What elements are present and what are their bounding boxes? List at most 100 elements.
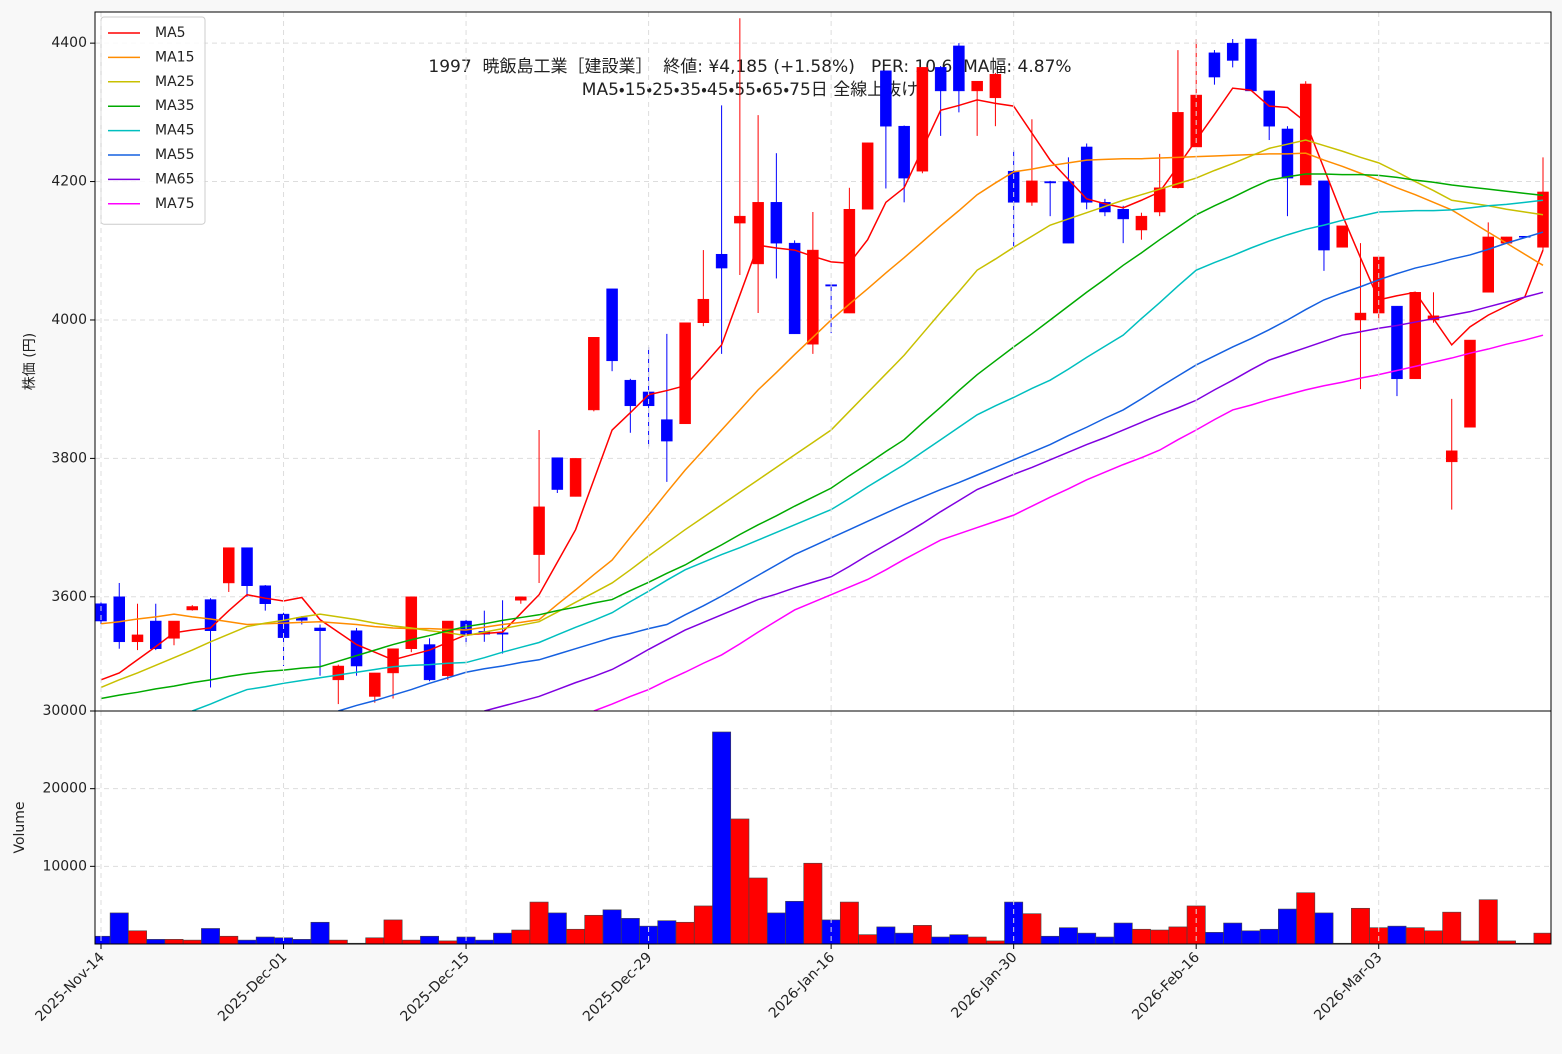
candle-body: [1135, 215, 1148, 231]
y-tick-label: 4200: [51, 174, 87, 190]
candle-body: [1172, 112, 1184, 189]
volume-bar: [1113, 922, 1133, 944]
volume-bar: [511, 929, 531, 944]
legend-label: MA75: [155, 196, 194, 212]
candle-body: [807, 249, 819, 345]
candle-body: [1226, 42, 1239, 61]
volume-frame: [94, 710, 1552, 945]
y-tick-label: 10000: [42, 858, 87, 874]
candle-body: [369, 672, 381, 697]
candle-body: [423, 644, 436, 681]
candle-body: [770, 202, 783, 244]
volume-bar: [766, 912, 786, 944]
volume-bar: [255, 936, 275, 944]
ma-line: [192, 199, 1544, 711]
candle-body: [734, 215, 746, 224]
volume-bar: [748, 877, 768, 944]
legend-label: MA35: [155, 98, 194, 114]
volume-bar: [237, 939, 257, 944]
volume-bar: [730, 818, 750, 944]
y-tick-label: 3600: [51, 589, 87, 605]
volume-bar: [1387, 925, 1407, 944]
y-tick-label: 20000: [42, 781, 87, 797]
candle-body: [934, 67, 947, 92]
volume-bar: [1132, 928, 1151, 944]
candle-body: [442, 620, 454, 676]
volume-bar: [365, 937, 385, 944]
volume-bar: [1150, 929, 1170, 944]
candle-body: [551, 457, 564, 490]
ma-lines: [100, 87, 1544, 711]
candle-body: [606, 288, 618, 362]
candle-body: [1464, 339, 1476, 428]
candle-body: [1445, 450, 1458, 463]
legend-label: MA45: [155, 123, 194, 139]
candle-body: [1354, 312, 1367, 321]
ma-line: [338, 231, 1544, 711]
y-tick-label: 3800: [51, 450, 87, 466]
candle-body: [332, 665, 345, 681]
volume-bar: [803, 862, 823, 944]
volume-bar: [967, 936, 987, 944]
volume-bar: [657, 920, 677, 944]
legend-label: MA5: [155, 25, 186, 41]
volume-bar: [712, 731, 732, 944]
volume-bar: [1077, 932, 1097, 944]
volume-bar: [858, 934, 878, 944]
candle-body: [241, 547, 253, 586]
volume-bar: [912, 925, 932, 944]
volume-bar: [949, 934, 969, 944]
candle-body: [1153, 187, 1166, 213]
candle-body: [715, 253, 728, 269]
candle-body: [204, 599, 217, 631]
volume-bar: [1040, 935, 1060, 944]
volume-bar: [1442, 911, 1462, 944]
volume-bar: [1241, 930, 1261, 944]
candle-body: [916, 67, 929, 172]
legend-box: [100, 16, 206, 225]
candle-body: [387, 648, 399, 674]
candle-body: [1208, 52, 1221, 78]
volume-plot-area: [95, 711, 1551, 944]
candle-body: [1026, 180, 1038, 203]
candle-body: [131, 634, 144, 643]
candle-body: [150, 620, 162, 649]
candle-body: [515, 596, 527, 601]
candle-body: [788, 242, 801, 335]
volume-bar: [566, 928, 586, 944]
volume-bar: [620, 918, 640, 944]
volume-bar: [1022, 913, 1042, 944]
x-tick-label: 2026-Feb-16: [1129, 949, 1203, 1023]
candle-body: [1299, 83, 1312, 186]
volume-bar: [1533, 932, 1551, 944]
volume-bar: [1478, 899, 1498, 944]
volume-bar: [1424, 930, 1443, 944]
candle-body: [1537, 191, 1549, 248]
candle-body: [679, 322, 691, 425]
candle-body: [533, 506, 545, 555]
volume-bar: [839, 901, 859, 944]
volume-bar: [1205, 932, 1224, 944]
legend-label: MA25: [155, 74, 194, 90]
legend-label: MA15: [155, 49, 194, 65]
volume-bar: [1223, 922, 1243, 944]
y-tick-label: 30000: [42, 703, 87, 719]
volume-bar: [1405, 927, 1425, 944]
volume-bar: [602, 909, 622, 944]
volume-bar: [401, 939, 421, 944]
x-tick-label: 2026-Jan-30: [948, 950, 1020, 1022]
candle-body: [168, 620, 180, 639]
volume-bar: [420, 935, 439, 944]
ma-line: [100, 139, 1544, 689]
candle-body: [1263, 90, 1275, 127]
x-tick-label: 2025-Nov-14: [33, 949, 108, 1024]
volume-bar: [201, 928, 220, 944]
volume-bar: [1278, 908, 1297, 944]
volume-bar: [310, 921, 330, 944]
volume-bar: [675, 921, 695, 944]
volume-bar: [109, 912, 129, 944]
candle-body: [569, 458, 582, 497]
candle-body: [989, 74, 1002, 99]
